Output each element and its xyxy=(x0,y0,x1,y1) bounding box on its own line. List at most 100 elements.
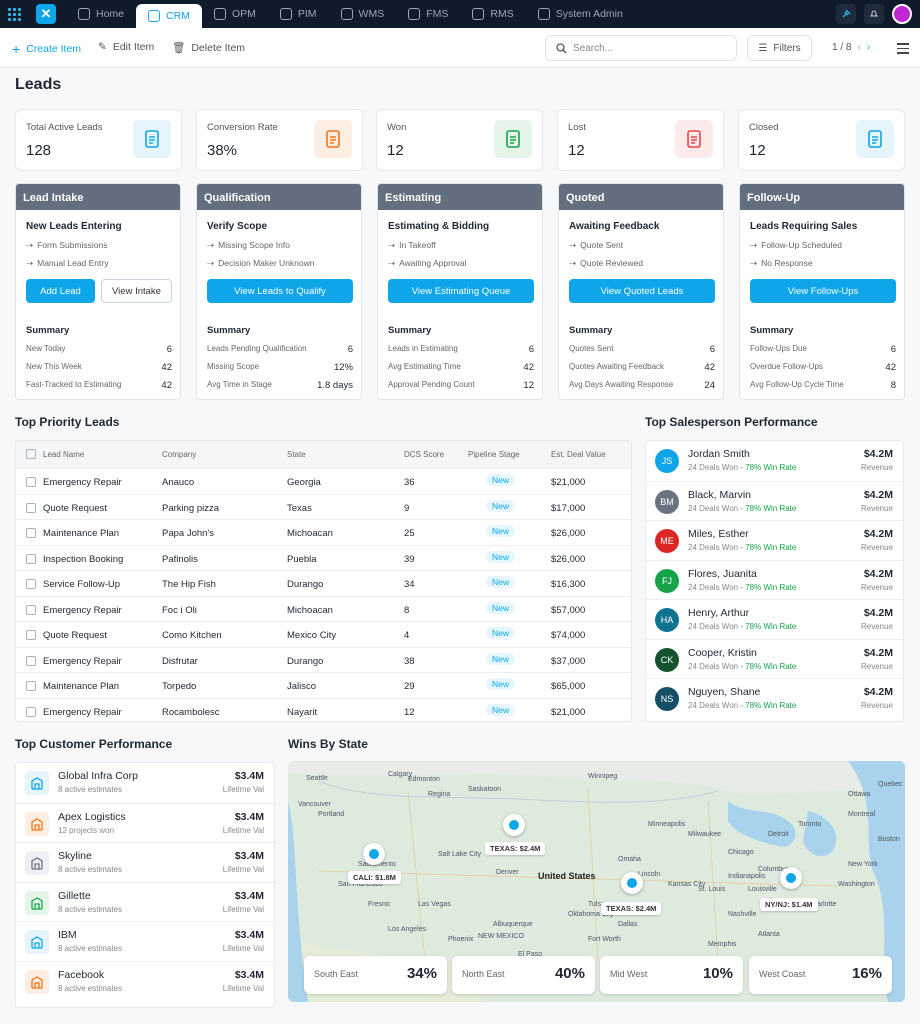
region-card-north-east[interactable]: North East 40% xyxy=(452,956,595,994)
tab-fms[interactable]: FMS xyxy=(396,0,460,28)
row-checkbox[interactable] xyxy=(26,604,36,615)
win-rate: 78% Win Rate xyxy=(745,582,797,592)
app-grid-icon[interactable] xyxy=(0,0,28,28)
chevron-left-icon[interactable]: ‹ xyxy=(857,42,861,53)
edit-item-button[interactable]: ✎ Edit Item xyxy=(98,41,154,53)
summary-label: New Today xyxy=(26,344,66,353)
map-place-label: St. Louis xyxy=(698,886,726,893)
summary-label: Overdue Follow-Ups xyxy=(750,362,823,371)
row-checkbox[interactable] xyxy=(26,681,36,691)
salesperson-row[interactable]: BM Black, Marvin 24 Deals Won - 78% Win Ra… xyxy=(646,480,903,521)
table-row[interactable]: Emergency Repair Disfrutar Durango 38 New $37… xyxy=(16,646,631,673)
separator: - xyxy=(738,622,746,631)
table-header: Lead Name Company State DCS Score Pipeline S… xyxy=(16,441,631,468)
map-pin[interactable] xyxy=(621,872,643,894)
table-cell: $21,000 xyxy=(551,706,586,718)
tab-pim[interactable]: PIM xyxy=(268,0,329,28)
row-checkbox[interactable] xyxy=(26,706,36,717)
row-checkbox[interactable] xyxy=(26,502,36,513)
map-pin[interactable] xyxy=(503,814,525,836)
salesperson-row[interactable]: ME Miles, Esther 24 Deals Won - 78% Win Ra… xyxy=(646,520,903,560)
arrow-icon: ⇢ xyxy=(750,258,758,268)
region-card-mid-west[interactable]: Mid West 10% xyxy=(600,956,743,994)
customer-row[interactable]: Global Infra Corp 8 active estimates $3.4M… xyxy=(16,763,274,803)
table-cell: 39 xyxy=(404,553,415,565)
salesperson-row[interactable]: FJ Flores, Juanita 24 Deals Won - 78% Win … xyxy=(646,559,903,600)
customer-row[interactable]: Apex Logistics 12 projects won $3.4M Lifeti… xyxy=(16,802,274,843)
view-follow-ups-button[interactable]: View Follow-Ups xyxy=(750,279,896,303)
map-place-label: Montreal xyxy=(848,811,876,818)
summary-value: 6 xyxy=(347,344,353,355)
table-cell: Anauco xyxy=(162,477,195,488)
table-row[interactable]: Emergency Repair Foc i Oli Michoacan 8 New $5… xyxy=(16,595,631,622)
map-place-label: Minneapolis xyxy=(648,821,686,828)
map-pin[interactable] xyxy=(780,867,802,889)
row-checkbox[interactable] xyxy=(26,553,36,564)
summary-value: 1.8 days xyxy=(317,380,353,391)
view-leads-to-qualify-button[interactable]: View Leads to Qualify xyxy=(207,279,353,303)
customer-row[interactable]: Skyline 8 active estimates $3.4M Lifetime V… xyxy=(16,842,274,882)
table-row[interactable]: Quote Request Como Kitchen Mexico City 4 New… xyxy=(16,621,631,647)
view-quoted-leads-button[interactable]: View Quoted Leads xyxy=(569,279,715,303)
summary-value: 8 xyxy=(890,380,896,391)
map-place-label: Salt Lake City xyxy=(438,851,482,858)
tab-system-admin[interactable]: System Admin xyxy=(526,0,635,28)
search-input[interactable]: Search... xyxy=(545,35,737,61)
salesperson-row[interactable]: CK Cooper, Kristin 24 Deals Won - 78% Win … xyxy=(646,638,903,679)
salesperson-row[interactable]: NS Nguyen, Shane 24 Deals Won - 78% Win Ra… xyxy=(646,678,903,718)
table-row[interactable]: Inspection Booking Pafinolis Puebla 39 New $2… xyxy=(16,544,631,571)
pie-chart-icon xyxy=(314,120,352,158)
chevron-right-icon[interactable]: › xyxy=(866,42,871,53)
table-cell: Nayarit xyxy=(287,706,318,718)
tab-home[interactable]: Home xyxy=(66,0,136,28)
column-header: Company xyxy=(162,450,197,459)
hamburger-menu-icon[interactable] xyxy=(897,43,909,57)
customer-sub: 8 active estimates xyxy=(58,904,123,914)
map-pin[interactable] xyxy=(363,843,385,865)
table-row[interactable]: Maintenance Plan Torpedo Jalisco 29 New $65,0… xyxy=(16,672,631,698)
customer-row[interactable]: Gillette 8 active estimates $3.4M Lifetime … xyxy=(16,881,274,922)
avatar: BM xyxy=(655,489,679,514)
summary-value: 42 xyxy=(161,380,172,391)
create-item-button[interactable]: + Create Item xyxy=(12,41,81,57)
region-card-south-east[interactable]: South East 34% xyxy=(304,956,447,994)
pin-icon[interactable] xyxy=(836,4,856,24)
salesperson-row[interactable]: HA Henry, Arthur 24 Deals Won - 78% Win Ra… xyxy=(646,599,903,639)
select-all-checkbox[interactable] xyxy=(26,449,36,459)
region-card-west-coast[interactable]: West Coast 16% xyxy=(749,956,892,994)
customer-row[interactable]: Facebook 8 active estimates $3.4M Lifetime … xyxy=(16,960,274,1001)
table-row[interactable]: Maintenance Plan Papa John's Michoacan 25 Ne… xyxy=(16,519,631,545)
stage-badge: New xyxy=(486,601,516,614)
bell-icon[interactable] xyxy=(864,4,884,24)
brand-logo[interactable]: ✕ xyxy=(36,4,56,24)
filters-button[interactable]: ☰ Filters xyxy=(747,35,812,61)
delete-item-button[interactable]: 🗑 Delete Item xyxy=(172,41,245,55)
row-checkbox[interactable] xyxy=(26,579,36,589)
customer-row[interactable]: IBM 8 active estimates $3.4M Lifetime Val xyxy=(16,921,274,961)
table-cell: Maintenance Plan xyxy=(43,681,120,692)
tab-wms[interactable]: WMS xyxy=(329,0,397,28)
row-checkbox[interactable] xyxy=(26,477,36,487)
table-row[interactable]: Service Follow-Up The Hip Fish Durango 34 Ne… xyxy=(16,570,631,596)
table-row[interactable]: Quote Request Parking pizza Texas 9 New $17,0… xyxy=(16,493,631,520)
add-lead-button[interactable]: Add Lead xyxy=(26,279,95,303)
tab-opm[interactable]: OPM xyxy=(202,0,268,28)
table-cell: Inspection Booking xyxy=(43,553,124,565)
table-row[interactable]: Emergency Repair Anauco Georgia 36 New $21,00… xyxy=(16,468,631,494)
stage-item: ⇢ Manual Lead Entry xyxy=(26,258,108,269)
view-intake-button[interactable]: View Intake xyxy=(101,279,172,303)
row-checkbox[interactable] xyxy=(26,528,36,538)
user-avatar[interactable] xyxy=(892,4,912,24)
tab-rms[interactable]: RMS xyxy=(460,0,525,28)
stat-card: Lost 12 xyxy=(557,109,724,171)
salesperson-row[interactable]: JS Jordan Smith 24 Deals Won - 78% Win Rat… xyxy=(646,441,903,481)
row-checkbox[interactable] xyxy=(26,655,36,666)
row-checkbox[interactable] xyxy=(26,630,36,640)
stage-item-label: Decision Maker Unknown xyxy=(218,258,315,268)
create-item-label: Create Item xyxy=(26,43,82,55)
stage-item-label: Follow-Up Scheduled xyxy=(761,240,842,250)
view-estimating-queue-button[interactable]: View Estimating Queue xyxy=(388,279,534,303)
summary-label: Leads Pending Qualification xyxy=(207,344,307,353)
table-row[interactable]: Emergency Repair Rocambolesc Nayarit 12 New $… xyxy=(16,697,631,722)
tab-crm[interactable]: CRM xyxy=(136,4,202,28)
